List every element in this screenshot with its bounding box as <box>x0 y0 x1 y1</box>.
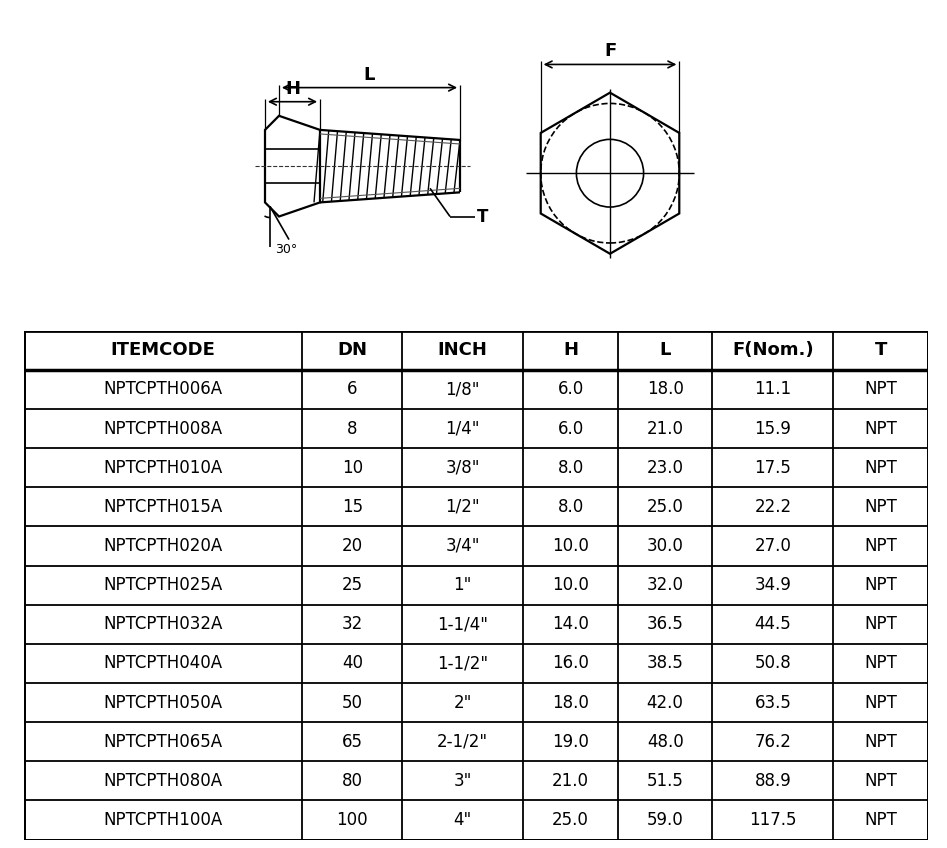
Text: NPTCPTH050A: NPTCPTH050A <box>103 694 223 711</box>
Text: T: T <box>477 208 489 226</box>
Text: NPTCPTH080A: NPTCPTH080A <box>103 772 223 789</box>
Text: 44.5: 44.5 <box>755 616 792 633</box>
Text: NPT: NPT <box>865 655 897 672</box>
Text: 50: 50 <box>342 694 363 711</box>
Text: 18.0: 18.0 <box>647 381 684 399</box>
Text: 14.0: 14.0 <box>552 616 589 633</box>
Text: 6.0: 6.0 <box>558 420 583 438</box>
Text: 3/8": 3/8" <box>445 459 480 477</box>
Text: 50.8: 50.8 <box>755 655 792 672</box>
Text: 38.5: 38.5 <box>647 655 684 672</box>
Text: NPT: NPT <box>865 811 897 829</box>
Text: 51.5: 51.5 <box>647 772 684 789</box>
Text: NPT: NPT <box>865 616 897 633</box>
Text: L: L <box>364 65 375 84</box>
Text: 1-1/4": 1-1/4" <box>438 616 489 633</box>
Text: 23.0: 23.0 <box>647 459 684 477</box>
Text: 16.0: 16.0 <box>552 655 589 672</box>
Text: 3/4": 3/4" <box>445 537 480 555</box>
Text: 15: 15 <box>342 498 363 516</box>
Text: 80: 80 <box>342 772 363 789</box>
Text: 63.5: 63.5 <box>755 694 792 711</box>
Text: 117.5: 117.5 <box>749 811 796 829</box>
Text: 27.0: 27.0 <box>755 537 792 555</box>
Text: 11.1: 11.1 <box>755 381 792 399</box>
Text: DN: DN <box>337 341 367 360</box>
Text: 8: 8 <box>347 420 358 438</box>
Text: 2": 2" <box>454 694 472 711</box>
Text: NPT: NPT <box>865 772 897 789</box>
Text: 40: 40 <box>342 655 363 672</box>
Text: 4": 4" <box>454 811 472 829</box>
Text: 20: 20 <box>342 537 363 555</box>
Text: 10.0: 10.0 <box>552 537 589 555</box>
Text: 1/4": 1/4" <box>445 420 480 438</box>
Text: H: H <box>285 80 300 98</box>
Text: 42.0: 42.0 <box>647 694 684 711</box>
Text: NPTCPTH040A: NPTCPTH040A <box>103 655 223 672</box>
Text: NPT: NPT <box>865 694 897 711</box>
Text: 36.5: 36.5 <box>647 616 684 633</box>
Text: 19.0: 19.0 <box>552 733 589 750</box>
Text: 8.0: 8.0 <box>558 498 583 516</box>
Text: 30°: 30° <box>275 243 297 256</box>
Text: NPT: NPT <box>865 498 897 516</box>
Text: NPTCPTH032A: NPTCPTH032A <box>103 616 223 633</box>
Text: 15.9: 15.9 <box>755 420 792 438</box>
Text: F(Nom.): F(Nom.) <box>732 341 813 360</box>
Text: NPT: NPT <box>865 420 897 438</box>
Text: 6.0: 6.0 <box>558 381 583 399</box>
Text: 25: 25 <box>342 576 363 594</box>
Text: NPTCPTH065A: NPTCPTH065A <box>103 733 223 750</box>
Text: NPTCPTH015A: NPTCPTH015A <box>103 498 223 516</box>
Text: 1": 1" <box>454 576 472 594</box>
Text: 17.5: 17.5 <box>755 459 792 477</box>
Text: 59.0: 59.0 <box>647 811 684 829</box>
Text: NPTCPTH006A: NPTCPTH006A <box>103 381 223 399</box>
Text: 34.9: 34.9 <box>755 576 792 594</box>
Text: 1-1/2": 1-1/2" <box>438 655 489 672</box>
Text: ITEMCODE: ITEMCODE <box>111 341 216 360</box>
Text: 3": 3" <box>454 772 472 789</box>
Text: H: H <box>563 341 578 360</box>
Text: 21.0: 21.0 <box>647 420 684 438</box>
Text: NPT: NPT <box>865 576 897 594</box>
Text: NPTCPTH010A: NPTCPTH010A <box>103 459 223 477</box>
Text: L: L <box>659 341 670 360</box>
Text: 1/8": 1/8" <box>445 381 480 399</box>
Text: NPT: NPT <box>865 733 897 750</box>
Text: 18.0: 18.0 <box>552 694 589 711</box>
Text: 10.0: 10.0 <box>552 576 589 594</box>
Text: 48.0: 48.0 <box>647 733 684 750</box>
Text: 32: 32 <box>342 616 363 633</box>
Text: NPTCPTH020A: NPTCPTH020A <box>103 537 223 555</box>
Text: 76.2: 76.2 <box>755 733 792 750</box>
Text: 10: 10 <box>342 459 363 477</box>
Text: 32.0: 32.0 <box>647 576 684 594</box>
Text: NPT: NPT <box>865 537 897 555</box>
Text: 25.0: 25.0 <box>552 811 589 829</box>
Text: 1/2": 1/2" <box>445 498 480 516</box>
Text: 100: 100 <box>336 811 368 829</box>
Text: NPTCPTH100A: NPTCPTH100A <box>103 811 223 829</box>
Text: NPT: NPT <box>865 459 897 477</box>
Text: F: F <box>604 42 616 60</box>
Text: 21.0: 21.0 <box>552 772 589 789</box>
Text: 22.2: 22.2 <box>755 498 792 516</box>
Text: 25.0: 25.0 <box>647 498 684 516</box>
Text: NPTCPTH025A: NPTCPTH025A <box>103 576 223 594</box>
Text: 65: 65 <box>342 733 363 750</box>
Text: 6: 6 <box>347 381 358 399</box>
Text: T: T <box>874 341 887 360</box>
Text: INCH: INCH <box>438 341 488 360</box>
Text: 88.9: 88.9 <box>755 772 792 789</box>
Text: NPT: NPT <box>865 381 897 399</box>
Text: NPTCPTH008A: NPTCPTH008A <box>103 420 223 438</box>
Text: 30.0: 30.0 <box>647 537 684 555</box>
Text: 8.0: 8.0 <box>558 459 583 477</box>
Text: 2-1/2": 2-1/2" <box>438 733 489 750</box>
